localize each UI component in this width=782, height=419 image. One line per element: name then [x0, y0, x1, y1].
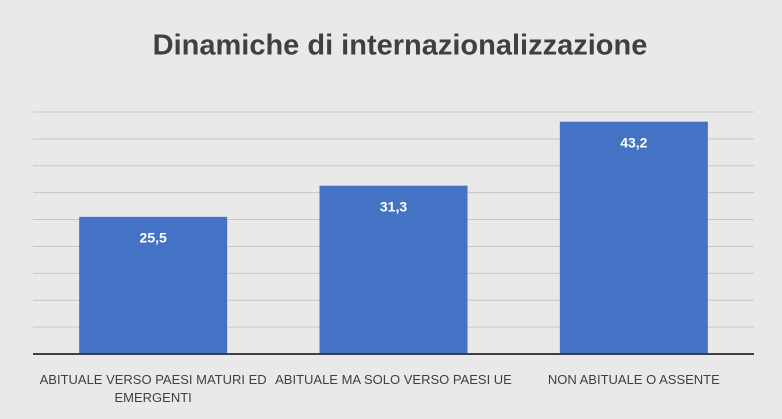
value-label: 25,5 [140, 230, 167, 246]
value-label: 31,3 [380, 198, 407, 214]
bar [319, 185, 468, 354]
x-tick-label: ABITUALE VERSO PAESI MATURI ED EMERGENTI [39, 372, 267, 405]
bar [559, 121, 708, 355]
value-label: 43,2 [620, 134, 647, 150]
bar [79, 216, 228, 354]
x-tick-label: NON ABITUALE O ASSENTE [547, 372, 720, 387]
chart-title: Dinamiche di internazionalizzazione [153, 30, 648, 62]
x-tick-label: ABITUALE MA SOLO VERSO PAESI UE [275, 372, 512, 387]
